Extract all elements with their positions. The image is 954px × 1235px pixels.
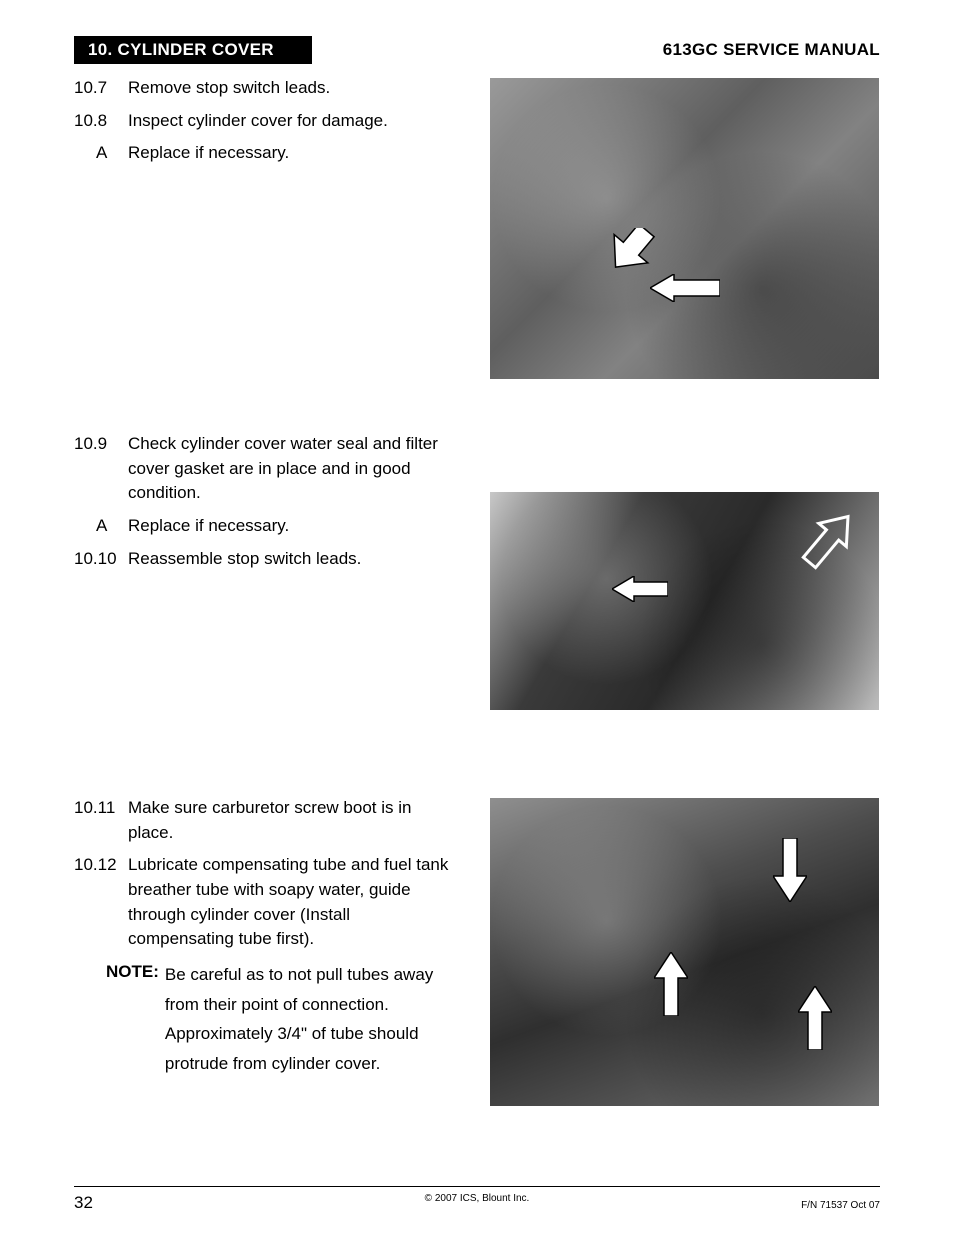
step-num: 10.7	[74, 76, 128, 101]
block-2-image-col	[490, 434, 879, 710]
substep-a: A Replace if necessary.	[74, 141, 454, 166]
figure-3	[490, 798, 879, 1106]
step-num: 10.8	[74, 109, 128, 134]
block-1-image-col	[490, 78, 879, 379]
step-num: 10.9	[74, 432, 128, 506]
note: NOTE: Be careful as to not pull tubes aw…	[106, 960, 454, 1079]
manual-title: 613GC SERVICE MANUAL	[663, 40, 880, 60]
step-text: Check cylinder cover water seal and filt…	[128, 432, 454, 506]
copyright: © 2007 ICS, Blount Inc.	[425, 1193, 530, 1204]
substep-label: A	[74, 141, 128, 166]
figure-1	[490, 78, 879, 379]
arrow-outline-icon	[790, 498, 870, 578]
note-label: NOTE:	[106, 960, 159, 1079]
substep-a: A Replace if necessary.	[74, 514, 454, 539]
figure-2	[490, 492, 879, 710]
arrow-down-icon	[773, 838, 807, 902]
step-num: 10.10	[74, 547, 128, 572]
block-2-text: 10.9 Check cylinder cover water seal and…	[74, 432, 454, 710]
step-num: 10.11	[74, 796, 128, 845]
header-bar: 10. CYLINDER COVER 613GC SERVICE MANUAL	[74, 36, 880, 64]
block-3-image-col	[490, 798, 879, 1106]
step-10-11: 10.11 Make sure carburetor screw boot is…	[74, 796, 454, 845]
block-3-text: 10.11 Make sure carburetor screw boot is…	[74, 796, 454, 1106]
arrow-icon	[650, 274, 720, 302]
block-1: 10.7 Remove stop switch leads. 10.8 Insp…	[74, 78, 879, 379]
step-text: Remove stop switch leads.	[128, 76, 454, 101]
page-number: 32	[74, 1193, 93, 1213]
step-text: Inspect cylinder cover for damage.	[128, 109, 454, 134]
section-title: 10. CYLINDER COVER	[74, 36, 312, 64]
block-2: 10.9 Check cylinder cover water seal and…	[74, 434, 879, 710]
block-1-text: 10.7 Remove stop switch leads. 10.8 Insp…	[74, 76, 454, 379]
step-10-12: 10.12 Lubricate compensating tube and fu…	[74, 853, 454, 952]
step-10-7: 10.7 Remove stop switch leads.	[74, 76, 454, 101]
step-10-8: 10.8 Inspect cylinder cover for damage.	[74, 109, 454, 134]
step-text: Make sure carburetor screw boot is in pl…	[128, 796, 454, 845]
substep-text: Replace if necessary.	[128, 141, 454, 166]
step-text: Reassemble stop switch leads.	[128, 547, 454, 572]
note-text: Be careful as to not pull tubes away fro…	[165, 960, 454, 1079]
arrow-up-icon	[798, 986, 832, 1050]
arrow-icon	[612, 576, 668, 602]
footer: 32 © 2007 ICS, Blount Inc. F/N 71537 Oct…	[74, 1186, 880, 1213]
step-text: Lubricate compensating tube and fuel tan…	[128, 853, 454, 952]
step-10-10: 10.10 Reassemble stop switch leads.	[74, 547, 454, 572]
step-num: 10.12	[74, 853, 128, 952]
substep-label: A	[74, 514, 128, 539]
content-area: 10.7 Remove stop switch leads. 10.8 Insp…	[74, 78, 880, 1158]
step-10-9: 10.9 Check cylinder cover water seal and…	[74, 432, 454, 506]
form-number: F/N 71537 Oct 07	[801, 1200, 880, 1211]
arrow-up-icon	[654, 952, 688, 1016]
substep-text: Replace if necessary.	[128, 514, 454, 539]
block-3: 10.11 Make sure carburetor screw boot is…	[74, 798, 879, 1106]
